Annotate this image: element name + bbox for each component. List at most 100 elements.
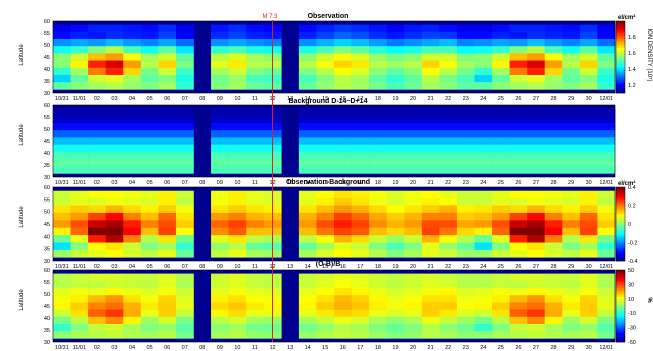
heatmap-cell bbox=[140, 144, 159, 153]
colorbar-tick: 1.4 bbox=[628, 67, 636, 73]
xtick-label: 12/01 bbox=[599, 96, 613, 102]
colorbar-step bbox=[616, 322, 625, 325]
heatmap-cell bbox=[474, 75, 493, 83]
heatmap-cell bbox=[298, 144, 317, 153]
heatmap-cell bbox=[579, 144, 598, 153]
colorbar-tick: 30 bbox=[628, 282, 634, 288]
colorbar-step bbox=[616, 327, 625, 330]
heatmap-cell bbox=[351, 137, 370, 145]
heatmap-cell bbox=[211, 75, 229, 83]
heatmap-cell bbox=[158, 123, 177, 131]
colorbar-step bbox=[616, 325, 625, 328]
heatmap-cell bbox=[140, 31, 159, 40]
heatmap-cell bbox=[404, 220, 423, 228]
heatmap-cell bbox=[298, 53, 317, 61]
heatmap-cell bbox=[579, 316, 598, 325]
heatmap-cell bbox=[404, 205, 423, 214]
colorbar-step bbox=[616, 30, 625, 33]
heatmap-cell bbox=[123, 227, 142, 236]
heatmap-cell bbox=[316, 115, 335, 124]
heatmap-cell bbox=[70, 137, 89, 145]
heatmap-cell bbox=[70, 324, 89, 332]
heatmap-cell bbox=[228, 280, 247, 289]
colorbar-step bbox=[616, 236, 625, 240]
heatmap-cell bbox=[509, 280, 528, 289]
heatmap-cell bbox=[158, 324, 177, 332]
heatmap-cell bbox=[527, 67, 546, 76]
heatmap-cell bbox=[579, 31, 598, 40]
xtick-label: 15 bbox=[322, 345, 328, 351]
heatmap-cell bbox=[597, 24, 616, 33]
heatmap-cell bbox=[228, 151, 247, 160]
heatmap-cell bbox=[123, 82, 142, 90]
xtick-label: 11/01 bbox=[73, 96, 86, 102]
heatmap-cell bbox=[509, 242, 528, 251]
xtick-label: 14 bbox=[305, 345, 311, 351]
heatmap-cell bbox=[544, 75, 563, 83]
heatmap-cell bbox=[509, 123, 528, 131]
heatmap-cell bbox=[351, 123, 370, 131]
xtick-label: 07 bbox=[182, 264, 188, 270]
heatmap-cell bbox=[439, 316, 458, 325]
heatmap-cell bbox=[334, 60, 352, 69]
heatmap-cell bbox=[88, 144, 106, 153]
heatmap-cell bbox=[492, 151, 510, 160]
heatmap-cell bbox=[298, 108, 317, 117]
heatmap-cell bbox=[316, 235, 335, 243]
heatmap-cell bbox=[404, 235, 423, 243]
heatmap-cell bbox=[53, 295, 71, 303]
heatmap-cell bbox=[421, 53, 440, 61]
xtick-label: 04 bbox=[129, 345, 135, 351]
heatmap-cell bbox=[53, 151, 71, 160]
heatmap-cell bbox=[439, 309, 458, 318]
heatmap-cell bbox=[228, 227, 247, 236]
xtick-label: 25 bbox=[498, 264, 504, 270]
heatmap-cell bbox=[158, 280, 177, 289]
colorbar-step bbox=[616, 280, 625, 283]
heatmap-cell bbox=[386, 288, 405, 296]
heatmap-cell bbox=[334, 151, 352, 160]
heatmap-cell bbox=[562, 151, 581, 160]
heatmap-cell bbox=[158, 159, 177, 167]
heatmap-cell bbox=[175, 190, 194, 199]
colorbar-step bbox=[616, 220, 625, 223]
heatmap-cell bbox=[527, 309, 546, 318]
heatmap-cell bbox=[316, 60, 335, 69]
colorbar-step bbox=[616, 316, 625, 319]
heatmap-cell bbox=[474, 249, 493, 258]
heatmap-cell bbox=[597, 273, 616, 282]
heatmap-cell bbox=[474, 144, 493, 153]
heatmap-cell bbox=[562, 115, 581, 124]
heatmap-cell bbox=[527, 324, 546, 332]
heatmap-cell bbox=[544, 159, 563, 167]
heatmap-cell bbox=[334, 227, 352, 236]
xtick-label: 19 bbox=[392, 96, 398, 102]
heatmap-cell bbox=[474, 316, 493, 325]
heatmap-cell bbox=[246, 309, 265, 318]
heatmap-cell bbox=[123, 166, 142, 174]
ytick-label: 50 bbox=[44, 210, 50, 216]
heatmap-cell bbox=[439, 31, 458, 40]
heatmap-cell bbox=[53, 273, 71, 282]
colorbar-step bbox=[616, 66, 625, 69]
colorbar-step bbox=[616, 320, 625, 323]
heatmap-cell bbox=[439, 60, 458, 69]
heatmap-cell bbox=[140, 39, 159, 47]
heatmap-cell bbox=[351, 331, 370, 339]
heatmap-cell bbox=[544, 316, 563, 325]
xtick-label: 23 bbox=[463, 96, 469, 102]
heatmap-cell bbox=[351, 302, 370, 310]
colorbar-step bbox=[616, 198, 625, 201]
heatmap-cell bbox=[404, 159, 423, 167]
heatmap-cell bbox=[509, 46, 528, 54]
heatmap-cell bbox=[579, 280, 598, 289]
heatmap-cell bbox=[369, 75, 387, 83]
heatmap-cell bbox=[228, 159, 247, 167]
heatmap-cell bbox=[211, 67, 229, 76]
heatmap-cell bbox=[88, 198, 106, 206]
heatmap-cell bbox=[105, 280, 124, 289]
heatmap-cell bbox=[298, 39, 317, 47]
colorbar-step bbox=[616, 331, 625, 334]
heatmap-cell bbox=[53, 46, 71, 54]
heatmap-cell bbox=[597, 53, 616, 61]
